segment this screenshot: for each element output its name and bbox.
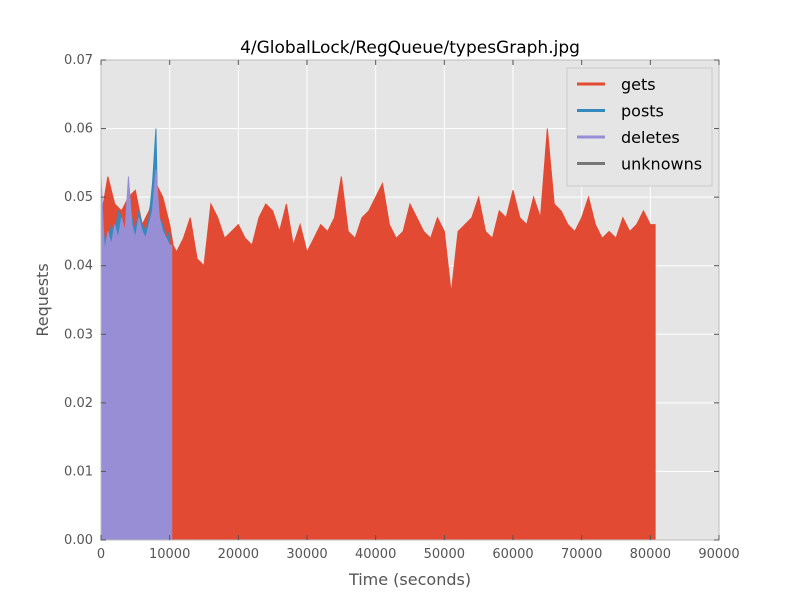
series-layer: [100, 128, 656, 541]
legend-label-posts: posts: [621, 102, 664, 121]
x-tick-label: 70000: [561, 547, 602, 562]
x-tick-label: 50000: [424, 547, 465, 562]
x-tick-label: 0: [97, 547, 105, 562]
plot-frame: [100, 59, 720, 541]
legend-label-deletes: deletes: [621, 128, 680, 147]
y-tick-label: 0.00: [64, 533, 93, 548]
y-tick-label: 0.01: [64, 464, 93, 479]
y-tick-label: 0.05: [64, 190, 93, 205]
chart-title: 4/GlobalLock/RegQueue/typesGraph.jpg: [240, 38, 580, 58]
y-axis-label: Requests: [33, 263, 52, 336]
legend: gets posts deletes unknowns: [566, 67, 713, 187]
series-area-deletes: [100, 169, 173, 541]
axis-ticks: 0 10000 20000 30000 40000 50000 60000 70000 8000…: [64, 53, 740, 562]
x-axis-label: Time (seconds): [348, 570, 471, 589]
y-tick-label: 0.06: [64, 122, 93, 137]
x-tick-label: 40000: [355, 547, 396, 562]
legend-label-unknowns: unknowns: [621, 155, 702, 174]
series-area-gets: [100, 128, 656, 541]
y-tick-label: 0.02: [64, 396, 93, 411]
legend-label-gets: gets: [621, 75, 656, 94]
x-tick-label: 90000: [698, 547, 739, 562]
x-tick-label: 60000: [492, 547, 533, 562]
x-tick-label: 80000: [630, 547, 671, 562]
y-tick-label: 0.04: [64, 259, 93, 274]
x-tick-label: 20000: [218, 547, 259, 562]
legend-box: [566, 67, 713, 187]
y-tick-label: 0.03: [64, 327, 93, 342]
x-tick-label: 10000: [149, 547, 190, 562]
x-tick-label: 30000: [286, 547, 327, 562]
y-tick-label: 0.07: [64, 53, 93, 68]
